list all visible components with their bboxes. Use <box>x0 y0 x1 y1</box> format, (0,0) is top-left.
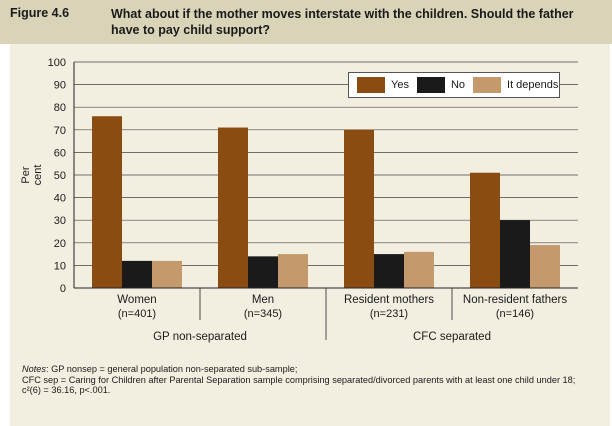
legend-swatch-yes <box>357 77 385 93</box>
legend-label-yes: Yes <box>391 79 409 91</box>
x-category-label: Non-resident fathers <box>463 294 567 306</box>
legend-item-it-depends: It depends <box>473 77 558 93</box>
y-tick-label: 100 <box>48 57 66 69</box>
notes-line-2: CFC sep = Caring for Children after Pare… <box>22 374 576 385</box>
x-sample-size-label: (n=401) <box>118 308 156 320</box>
legend-swatch-no <box>416 77 445 93</box>
y-tick-label: 50 <box>54 170 66 182</box>
bar-no <box>122 260 152 288</box>
legend-item-no: No <box>416 77 466 93</box>
bar-it-depends <box>278 254 308 288</box>
bar-no <box>500 220 530 288</box>
bar-yes <box>92 116 122 289</box>
x-group-label: CFC separated <box>413 331 491 343</box>
x-sample-size-label: (n=345) <box>244 308 282 320</box>
y-tick-label: 10 <box>54 260 66 272</box>
x-sample-size-label: (n=146) <box>496 308 534 320</box>
y-tick-label: 60 <box>54 147 66 159</box>
notes-line-3: c²(6) = 36.16, p<.001. <box>22 385 111 395</box>
y-tick-label: 0 <box>60 283 66 295</box>
bar-yes <box>218 127 248 288</box>
bar-yes <box>344 129 374 288</box>
notes-line-1: Notes: GP nonsep = general population no… <box>22 364 602 375</box>
legend-swatch-it-depends <box>473 77 502 93</box>
chart-legend: Yes No It depends <box>348 72 560 98</box>
bar-no <box>374 254 404 288</box>
legend-item-yes: Yes <box>357 77 409 93</box>
x-category-label: Women <box>117 294 156 306</box>
y-tick-label: 70 <box>54 125 66 137</box>
bar-yes <box>470 172 500 288</box>
figure-number: Figure 4.6 <box>10 6 70 20</box>
figure-header: Figure 4.6 What about if the mother move… <box>0 0 612 44</box>
bar-it-depends <box>530 245 560 288</box>
bar-no <box>248 256 278 288</box>
figure-title: What about if the mother moves interstat… <box>111 7 574 37</box>
notes-label: Notes <box>22 364 47 374</box>
y-tick-label: 40 <box>54 193 66 205</box>
notes-box: Notes: GP nonsep = general population no… <box>10 354 610 426</box>
legend-label-no: No <box>450 79 466 91</box>
x-group-label: GP non-separated <box>153 331 247 343</box>
x-category-label: Resident mothers <box>344 294 434 306</box>
y-tick-label: 30 <box>54 215 66 227</box>
y-tick-label: 20 <box>54 238 66 250</box>
notes-line-1-text: : GP nonsep = general population non-sep… <box>46 364 298 374</box>
notes-text: Notes: GP nonsep = general population no… <box>22 364 602 396</box>
legend-label-it-depends: It depends <box>507 79 559 91</box>
x-category-label: Men <box>252 294 274 306</box>
y-tick-label: 80 <box>54 102 66 114</box>
bar-it-depends <box>152 260 182 288</box>
y-tick-label: 90 <box>54 80 66 92</box>
bar-it-depends <box>404 251 434 288</box>
x-sample-size-label: (n=231) <box>370 308 408 320</box>
